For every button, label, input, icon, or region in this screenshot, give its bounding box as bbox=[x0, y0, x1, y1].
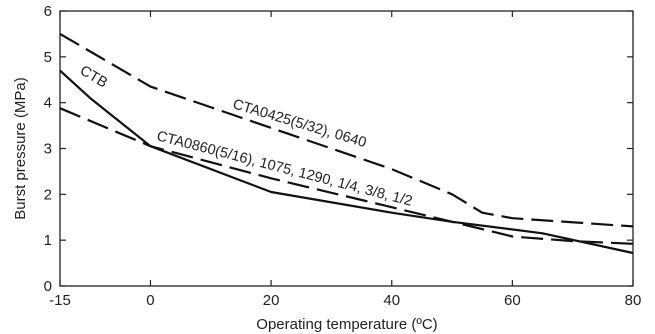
x-tick-label: -15 bbox=[49, 292, 71, 309]
x-tick-label: 40 bbox=[383, 292, 400, 309]
series-label-ctb: CTB bbox=[77, 63, 110, 92]
y-tick-label: 5 bbox=[44, 49, 52, 66]
x-tick-label: 80 bbox=[625, 292, 642, 309]
x-tick-label: 0 bbox=[146, 292, 154, 309]
y-tick-label: 6 bbox=[44, 3, 52, 20]
axis-ticks bbox=[59, 10, 634, 287]
y-tick-label: 2 bbox=[44, 186, 52, 203]
series-label-cta0425: CTA0425(5/32), 0640 bbox=[231, 96, 368, 151]
x-axis-title: Operating temperature (ºC) bbox=[256, 316, 437, 333]
series-label-cta0860: CTA0860(5/16), 1075, 1290, 1/4, 3/8, 1/2 bbox=[155, 128, 414, 209]
y-tick-label: 4 bbox=[44, 95, 52, 112]
series-line-2 bbox=[59, 107, 634, 245]
series-lines bbox=[59, 32, 634, 255]
y-axis-title: Burst pressure (MPa) bbox=[12, 77, 29, 220]
y-tick-label: 3 bbox=[44, 141, 52, 158]
plot-frame bbox=[59, 10, 634, 287]
series-line-0 bbox=[59, 69, 634, 255]
x-tick-label: 20 bbox=[263, 292, 280, 309]
y-tick-label: 0 bbox=[44, 278, 52, 295]
y-tick-label: 1 bbox=[44, 232, 52, 249]
series-line-1 bbox=[59, 32, 634, 228]
x-tick-label: 60 bbox=[504, 292, 521, 309]
